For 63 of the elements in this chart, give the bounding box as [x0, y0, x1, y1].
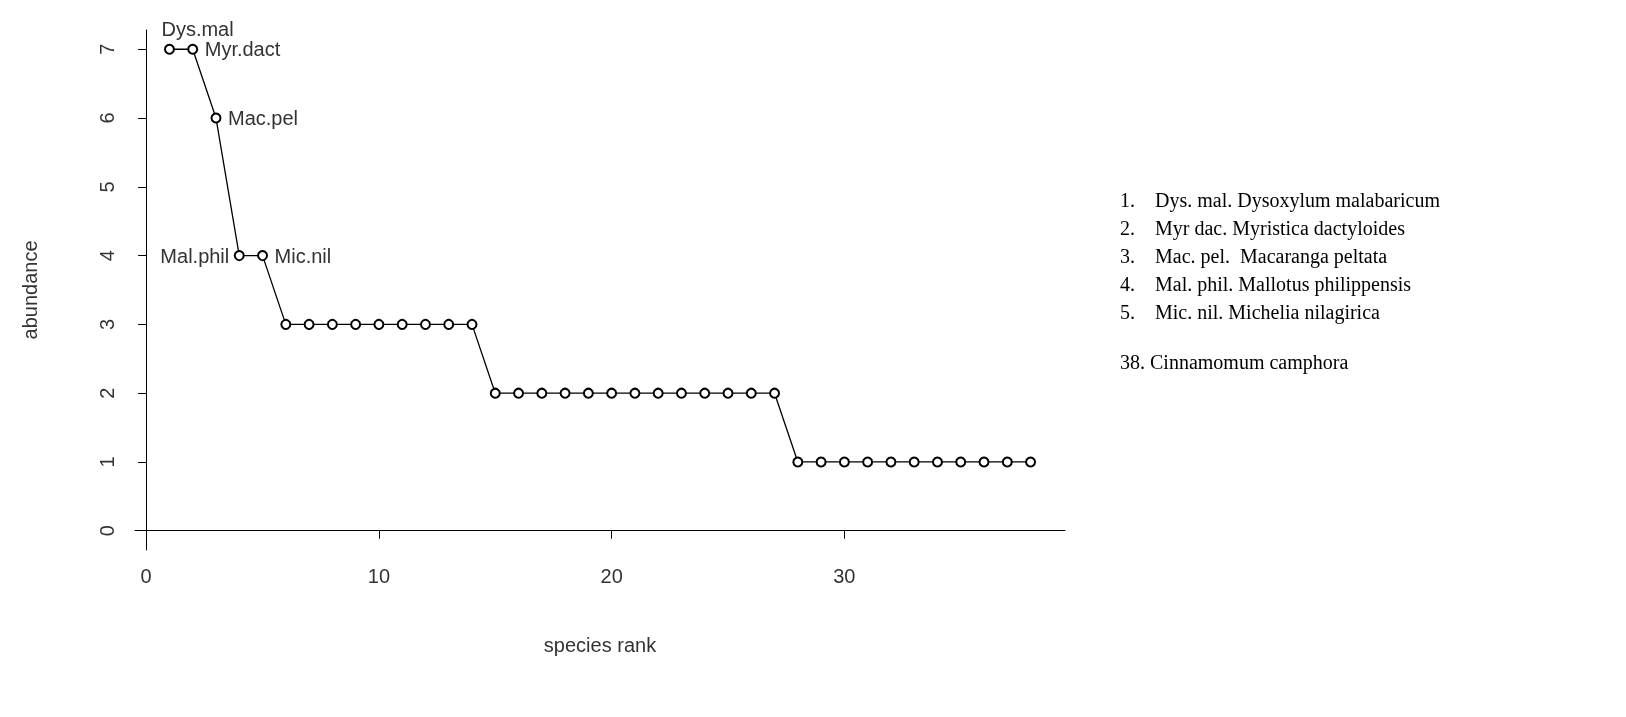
text: 1. Dys. mal. Dysoxylum malabaricum [1120, 189, 1441, 212]
point [792, 456, 804, 468]
y-tick-label: 7 [96, 43, 118, 55]
point [978, 456, 990, 468]
annotation: Dys.mal [161, 18, 234, 41]
point [699, 387, 711, 399]
text: 2. Myr dac. Myristica dactyloides [1120, 217, 1406, 240]
point [187, 43, 199, 55]
point [769, 387, 781, 399]
point [303, 318, 315, 330]
y-axis-title: abundance [19, 240, 41, 340]
point [908, 456, 920, 468]
point [629, 387, 641, 399]
point [419, 318, 431, 330]
point [350, 318, 362, 330]
point [652, 387, 664, 399]
annotation: Myr.dact [204, 38, 281, 61]
point [163, 43, 175, 55]
point [745, 387, 757, 399]
point [489, 387, 501, 399]
point [722, 387, 734, 399]
annotation: Mac.pel [227, 107, 299, 130]
point [233, 250, 245, 262]
point [582, 387, 594, 399]
point [885, 456, 897, 468]
point [210, 112, 222, 124]
point [257, 250, 269, 262]
text: 4. Mal. phil. Mallotus philippensis [1120, 273, 1412, 296]
point [1025, 456, 1037, 468]
point [559, 387, 571, 399]
x-tick-label: 20 [600, 565, 623, 587]
y-tick-label: 2 [96, 387, 118, 399]
text: 5. Mic. nil. Michelia nilagirica [1120, 301, 1381, 324]
y-tick-label: 3 [96, 318, 118, 330]
point [280, 318, 292, 330]
x-tick-label: 10 [367, 565, 391, 587]
point [536, 387, 548, 399]
point [513, 387, 525, 399]
y-tick-label: 0 [96, 525, 118, 537]
text: 38. Cinnamomum camphora [1120, 351, 1349, 374]
point [955, 456, 967, 468]
text: 3. Mac. pel. Macaranga peltata [1120, 245, 1388, 268]
point [1001, 456, 1013, 468]
annotation: Mal.phil [160, 244, 230, 267]
y-tick-label: 1 [96, 456, 118, 468]
y-tick-label: 6 [96, 112, 118, 124]
x-tick-label: 0 [140, 565, 152, 587]
point [396, 318, 408, 330]
annotation: Mic.nil [274, 244, 332, 267]
point [931, 456, 943, 468]
point [838, 456, 850, 468]
point [675, 387, 687, 399]
point [326, 318, 338, 330]
y-tick-label: 5 [96, 181, 118, 193]
point [466, 318, 478, 330]
y-tick-label: 4 [96, 250, 118, 262]
point [443, 318, 455, 330]
point [373, 318, 385, 330]
point [862, 456, 874, 468]
point [606, 387, 618, 399]
point [815, 456, 827, 468]
x-axis-title: species rank [543, 634, 658, 656]
x-tick-label: 30 [833, 565, 856, 587]
